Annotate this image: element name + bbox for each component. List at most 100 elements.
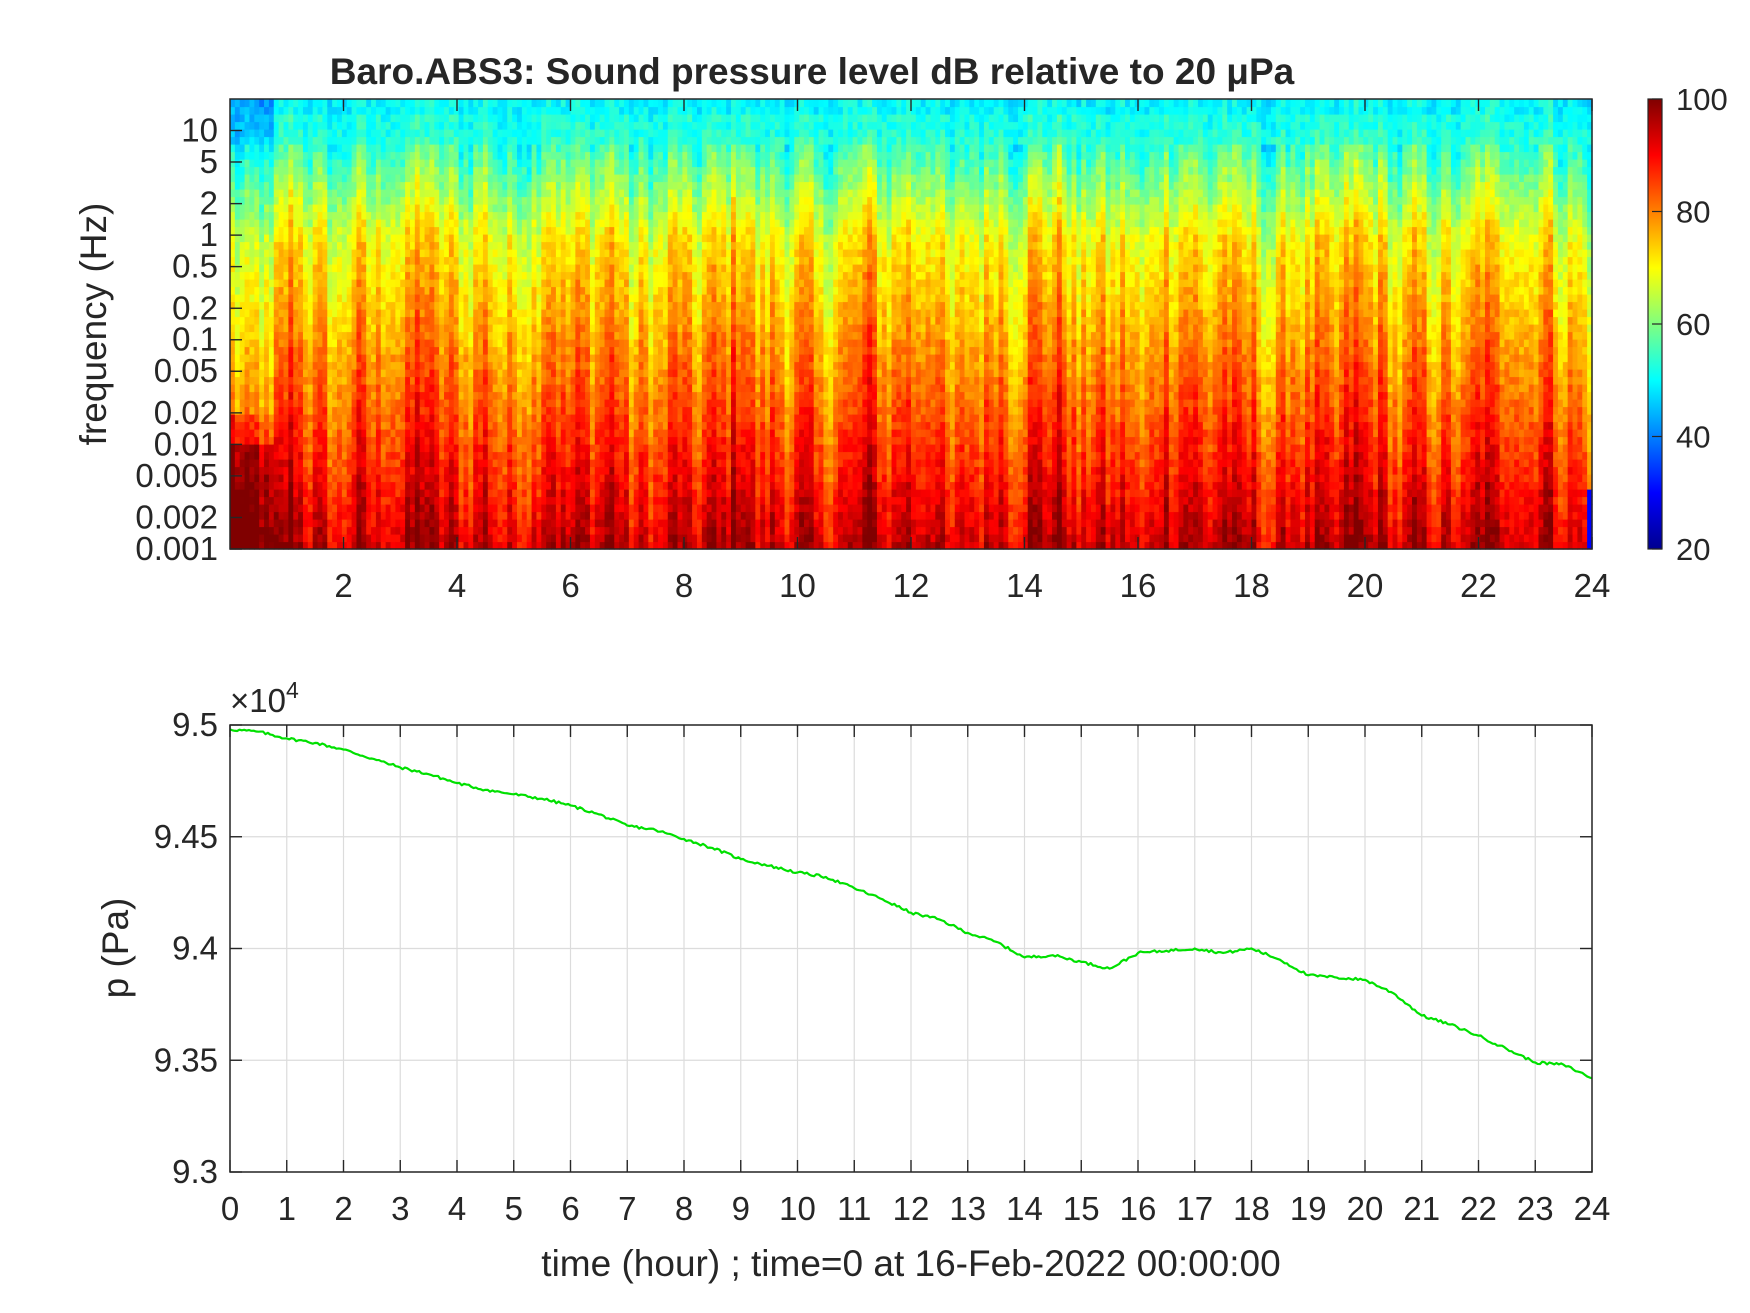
heatmap-cell bbox=[371, 511, 377, 520]
heatmap-cell bbox=[555, 324, 562, 333]
heatmap-cell bbox=[560, 294, 567, 303]
heatmap-cell bbox=[356, 444, 362, 453]
heatmap-cell bbox=[371, 226, 377, 235]
heatmap-cell bbox=[244, 309, 251, 318]
heatmap-cell bbox=[380, 159, 387, 168]
heatmap-cell bbox=[327, 436, 333, 445]
heatmap-cell bbox=[322, 339, 328, 348]
heatmap-cell bbox=[570, 346, 576, 355]
heatmap-cell bbox=[278, 511, 285, 520]
heatmap-cell bbox=[234, 466, 241, 475]
heatmap-cell bbox=[317, 339, 324, 348]
heatmap-cell bbox=[560, 316, 567, 325]
heatmap-cell bbox=[560, 451, 567, 460]
heatmap-cell bbox=[390, 136, 396, 145]
heatmap-cell bbox=[322, 421, 328, 430]
heatmap-cell bbox=[259, 541, 265, 550]
heatmap-cell bbox=[599, 189, 606, 198]
heatmap-cell bbox=[371, 121, 377, 130]
heatmap-cell bbox=[298, 114, 304, 123]
heatmap-cell bbox=[482, 466, 489, 475]
heatmap-cell bbox=[371, 129, 377, 138]
heatmap-cell bbox=[439, 384, 445, 393]
heatmap-cell bbox=[264, 474, 270, 483]
heatmap-cell bbox=[312, 211, 319, 220]
heatmap-cell bbox=[390, 301, 396, 310]
heatmap-cell bbox=[356, 129, 362, 138]
heatmap-cell bbox=[507, 114, 513, 123]
heatmap-cell bbox=[278, 204, 285, 213]
heatmap-cell bbox=[458, 264, 465, 273]
heatmap-cell bbox=[599, 159, 606, 168]
heatmap-cell bbox=[439, 541, 445, 550]
heatmap-cell bbox=[283, 316, 289, 325]
heatmap-cell bbox=[405, 211, 411, 220]
heatmap-cell bbox=[434, 421, 440, 430]
heatmap-cell bbox=[322, 451, 328, 460]
heatmap-cell bbox=[332, 481, 338, 490]
heatmap-cell bbox=[463, 121, 469, 130]
heatmap-cell bbox=[536, 429, 542, 438]
heatmap-cell bbox=[293, 316, 299, 325]
heatmap-cell bbox=[439, 466, 445, 475]
heatmap-cell bbox=[307, 181, 314, 190]
heatmap-cell bbox=[244, 399, 251, 408]
heatmap-cell bbox=[551, 159, 557, 168]
heatmap-cell bbox=[502, 211, 508, 220]
heatmap-cell bbox=[478, 159, 484, 168]
heatmap-cell bbox=[400, 249, 406, 258]
heatmap-cell bbox=[371, 271, 377, 280]
heatmap-cell bbox=[585, 129, 591, 138]
heatmap-cell bbox=[419, 219, 426, 228]
heatmap-cell bbox=[434, 369, 440, 378]
heatmap-cell bbox=[599, 174, 606, 183]
heatmap-cell bbox=[614, 519, 620, 528]
heatmap-cell bbox=[293, 189, 299, 198]
heatmap-cell bbox=[448, 339, 455, 348]
heatmap-cell bbox=[497, 429, 503, 438]
heatmap-cell bbox=[424, 144, 431, 153]
heatmap-cell bbox=[468, 181, 474, 190]
heatmap-cell bbox=[283, 211, 289, 220]
heatmap-cell bbox=[434, 114, 440, 123]
heatmap-cell bbox=[453, 526, 460, 535]
heatmap-cell bbox=[565, 106, 572, 115]
heatmap-cell bbox=[546, 256, 552, 265]
heatmap-cell bbox=[541, 316, 547, 325]
heatmap-cell bbox=[497, 316, 503, 325]
heatmap-cell bbox=[497, 114, 503, 123]
heatmap-cell bbox=[609, 114, 615, 123]
heatmap-cell bbox=[546, 226, 552, 235]
heatmap-cell bbox=[458, 489, 465, 498]
heatmap-cell bbox=[458, 159, 465, 168]
heatmap-cell bbox=[230, 361, 236, 370]
heatmap-cell bbox=[405, 166, 411, 175]
heatmap-cell bbox=[259, 489, 265, 498]
heatmap-cell bbox=[458, 106, 465, 115]
heatmap-cell bbox=[458, 286, 465, 295]
heatmap-cell bbox=[482, 414, 489, 423]
heatmap-cell bbox=[414, 174, 421, 183]
heatmap-cell bbox=[395, 466, 401, 475]
heatmap-cell bbox=[283, 204, 289, 213]
heatmap-cell bbox=[302, 271, 309, 280]
heatmap-cell bbox=[526, 189, 533, 198]
heatmap-cell bbox=[234, 369, 241, 378]
heatmap-cell bbox=[390, 339, 396, 348]
heatmap-cell bbox=[332, 211, 338, 220]
heatmap-cell bbox=[570, 226, 576, 235]
heatmap-cell bbox=[604, 384, 611, 393]
heatmap-cell bbox=[264, 519, 270, 528]
heatmap-cell bbox=[322, 271, 328, 280]
heatmap-cell bbox=[244, 114, 251, 123]
heatmap-cell bbox=[405, 519, 411, 528]
heatmap-cell bbox=[570, 309, 576, 318]
heatmap-cell bbox=[512, 99, 518, 108]
heatmap-cell bbox=[560, 301, 567, 310]
heatmap-cell bbox=[249, 324, 255, 333]
heatmap-cell bbox=[332, 346, 338, 355]
heatmap-cell bbox=[249, 481, 255, 490]
heatmap-cell bbox=[589, 384, 596, 393]
heatmap-cell bbox=[502, 204, 508, 213]
heatmap-cell bbox=[502, 301, 508, 310]
